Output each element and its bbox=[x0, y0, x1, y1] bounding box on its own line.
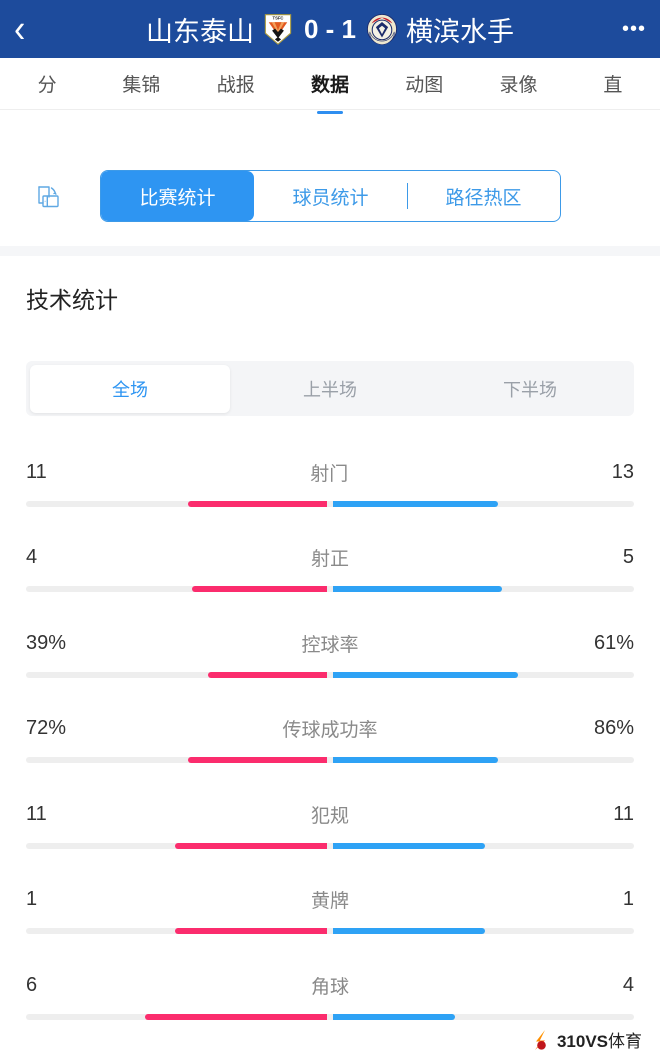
svg-text:TSFC: TSFC bbox=[272, 16, 283, 21]
